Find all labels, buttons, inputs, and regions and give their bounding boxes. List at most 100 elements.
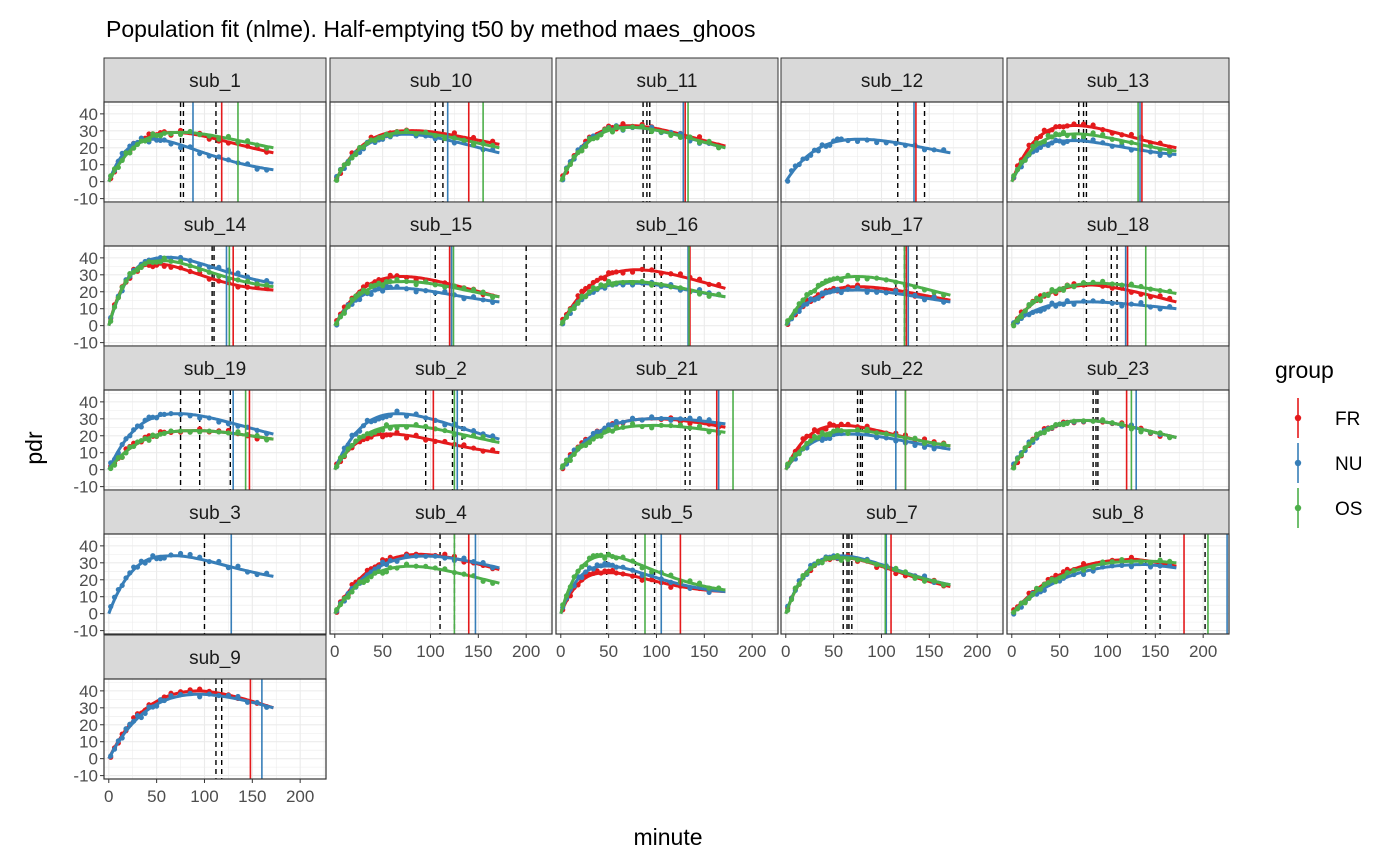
- x-tick-label: 50: [824, 642, 843, 661]
- facet-panel: sub_8 0 50 100 150 200: [1006, 489, 1230, 661]
- fit-curve-os: [559, 125, 726, 183]
- y-tick-label: 10: [79, 588, 98, 607]
- panel-background: [104, 246, 326, 346]
- fit-curve-os: [784, 556, 951, 615]
- y-tick-label: 0: [89, 461, 98, 480]
- fit-curve-nu: [1010, 139, 1177, 183]
- facet-panel: sub_7 0 50 100 150 200: [780, 489, 1004, 661]
- fit-curve-os: [1010, 419, 1177, 471]
- fit-curve-os: [1010, 559, 1177, 615]
- y-tick-label: 20: [79, 283, 98, 302]
- panel-border: [1006, 533, 1230, 635]
- panel-border: [780, 533, 1004, 635]
- facet-strip: [555, 57, 779, 103]
- facet-strip: [1006, 57, 1230, 103]
- facet-panel: sub_21: [555, 345, 779, 491]
- fit-curve-os: [784, 429, 951, 471]
- legend-key-point: [1294, 414, 1302, 422]
- facet-panel: sub_15: [329, 201, 553, 347]
- x-tick-label: 100: [190, 787, 218, 806]
- x-tick-label: 100: [416, 642, 444, 661]
- facet-label: sub_15: [410, 215, 472, 236]
- legend-key-point: [1294, 504, 1302, 512]
- x-axis-title: minute: [633, 824, 702, 850]
- fit-curve-os: [1010, 281, 1177, 327]
- facet-strip: [103, 201, 327, 247]
- y-tick-label: 0: [89, 317, 98, 336]
- panel-background: [104, 102, 326, 202]
- y-tick-label: 40: [79, 682, 98, 701]
- facet-strip: [1006, 201, 1230, 247]
- fit-curve-os: [1010, 132, 1177, 183]
- y-tick-label: -10: [73, 767, 98, 786]
- x-tick-label: 150: [464, 642, 492, 661]
- facet-label: sub_12: [861, 71, 923, 92]
- facet-strip: [103, 57, 327, 103]
- y-tick-label: 30: [79, 554, 98, 573]
- facet-strip: [555, 201, 779, 247]
- x-tick-label: 50: [599, 642, 618, 661]
- facet-panel: sub_5 0 50 100 150 200: [555, 489, 779, 661]
- legend-key-point: [1294, 459, 1302, 467]
- x-tick-label: 150: [690, 642, 718, 661]
- chart-title: Population fit (nlme). Half-emptying t50…: [106, 16, 755, 42]
- facet-strip: [780, 57, 1004, 103]
- y-tick-label: 10: [79, 444, 98, 463]
- fit-curve-nu: [107, 692, 274, 760]
- x-tick-label: 50: [373, 642, 392, 661]
- legend: group FR NU OS: [1275, 357, 1362, 528]
- fit-curve-nu: [333, 286, 500, 327]
- panel-background: [1007, 390, 1229, 490]
- y-tick-label: 10: [79, 156, 98, 175]
- facet-strip: [103, 634, 327, 680]
- facet-panel: sub_16: [555, 201, 779, 347]
- y-tick-label: 30: [79, 410, 98, 429]
- y-tick-label: 0: [89, 750, 98, 769]
- facet-strip: [1006, 489, 1230, 535]
- fit-curve-nu: [1010, 300, 1177, 327]
- fit-curve-os: [333, 424, 500, 471]
- facet-strip: [1006, 345, 1230, 391]
- fit-curve-os: [559, 423, 726, 471]
- facet-label: sub_13: [1087, 71, 1149, 92]
- facet-label: sub_10: [410, 71, 472, 92]
- facet-label: sub_14: [184, 215, 247, 236]
- fit-curve-os: [333, 280, 500, 327]
- y-tick-label: 10: [79, 300, 98, 319]
- facet-strip: [103, 345, 327, 391]
- fit-curve-nu: [333, 554, 500, 615]
- x-tick-label: 100: [867, 642, 895, 661]
- facet-label: sub_18: [1087, 215, 1149, 236]
- fit-curve-os: [107, 130, 274, 183]
- panel-background: [556, 246, 778, 346]
- x-tick-label: 200: [1189, 642, 1217, 661]
- x-tick-label: 150: [915, 642, 943, 661]
- legend-title: group: [1275, 357, 1334, 383]
- facet-label: sub_16: [636, 215, 698, 236]
- facet-panel: sub_4 0 50 100 150 200: [329, 489, 553, 661]
- x-tick-label: 100: [642, 642, 670, 661]
- x-tick-label: 200: [738, 642, 766, 661]
- fit-curve-fr: [333, 432, 500, 471]
- x-tick-label: 0: [781, 642, 790, 661]
- fit-curve-os: [784, 275, 951, 327]
- facet-panel: sub_23: [1006, 345, 1230, 491]
- legend-label: FR: [1335, 409, 1360, 430]
- y-tick-label: 10: [79, 733, 98, 752]
- panel-background: [104, 534, 326, 634]
- facet-label: sub_9: [189, 648, 241, 669]
- y-tick-label: 40: [79, 249, 98, 268]
- legend-label: OS: [1335, 499, 1362, 520]
- facet-strip: [555, 489, 779, 535]
- facet-label: sub_21: [636, 359, 698, 380]
- fit-curve-os: [559, 280, 726, 327]
- y-tick-label: 20: [79, 427, 98, 446]
- facet-panel: sub_2: [329, 345, 553, 491]
- y-axis-title: pdr: [21, 431, 47, 465]
- panel-background: [781, 534, 1003, 634]
- x-tick-label: 200: [286, 787, 314, 806]
